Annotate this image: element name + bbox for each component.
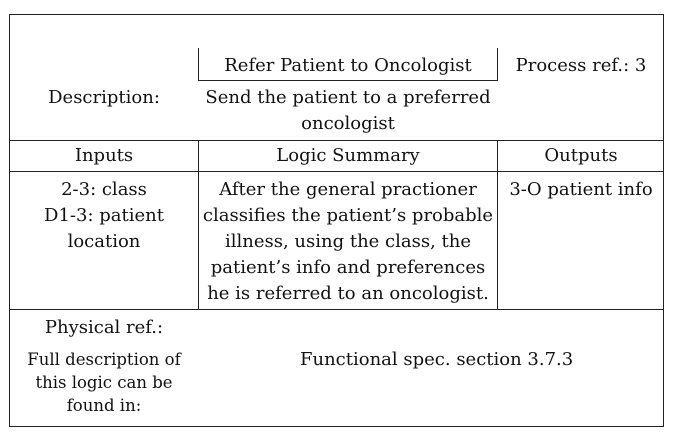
description-label: Description: (48, 87, 160, 108)
col-divider-1 (198, 140, 199, 310)
process-title: Refer Patient to Oncologist (224, 55, 472, 76)
logic-cell: After the general practioner classifies … (202, 179, 494, 304)
column-header-divider (9, 171, 664, 172)
title-underline (198, 80, 498, 81)
physical-note: Full description of this logic can be fo… (27, 350, 181, 415)
physical-value: Functional spec. section 3.7.3 (300, 349, 574, 370)
col-divider-2 (497, 140, 498, 310)
physical-label: Physical ref.: (44, 317, 164, 338)
title-left-border (198, 48, 199, 81)
process-ref: Process ref.: 3 (515, 55, 647, 76)
outputs-cell: 3-O patient info (509, 179, 653, 200)
inputs-cell: 2-3: class D1-3: patient location (44, 179, 164, 252)
process-table (9, 14, 664, 427)
physical-divider (9, 309, 664, 310)
header-divider (9, 140, 664, 141)
title-right-border (497, 48, 498, 81)
outputs-header: Outputs (544, 145, 618, 166)
logic-header: Logic Summary (276, 145, 420, 166)
inputs-header: Inputs (74, 145, 134, 166)
description-text: Send the patient to a preferred oncologi… (205, 87, 491, 134)
